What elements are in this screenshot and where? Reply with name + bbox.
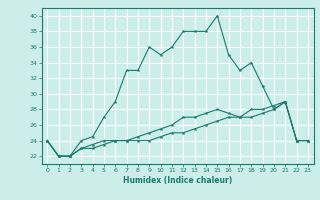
X-axis label: Humidex (Indice chaleur): Humidex (Indice chaleur) <box>123 176 232 185</box>
